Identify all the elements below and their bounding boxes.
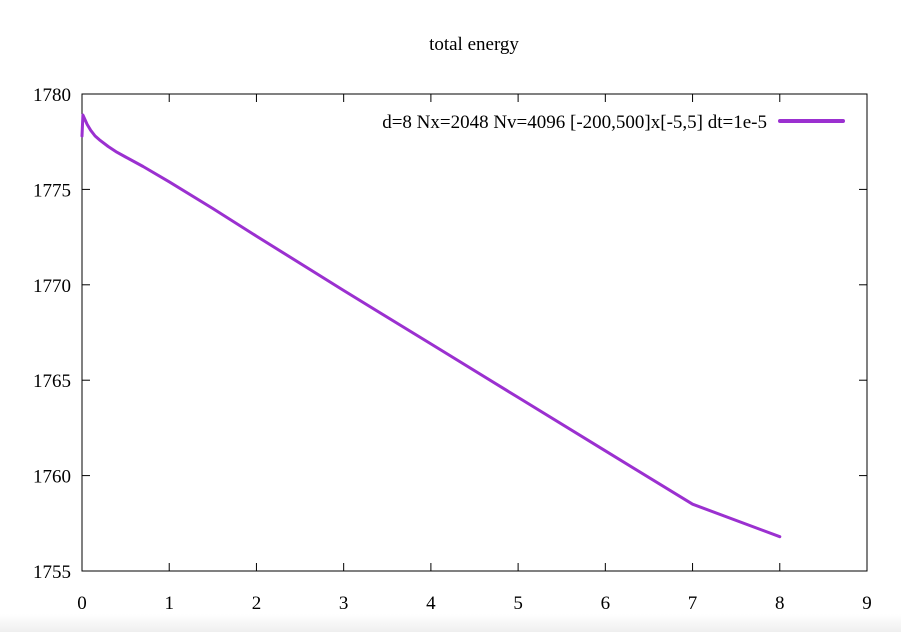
legend-label: d=8 Nx=2048 Nv=4096 [-200,500]x[-5,5] dt… <box>382 112 767 133</box>
x-tick-label-6: 6 <box>601 593 611 614</box>
y-tick-label-3: 1770 <box>33 276 71 297</box>
x-tick-label-8: 8 <box>775 593 785 614</box>
y-tick-label-5: 1780 <box>33 85 71 106</box>
legend: d=8 Nx=2048 Nv=4096 [-200,500]x[-5,5] dt… <box>382 112 845 133</box>
y-tick-label-0: 1755 <box>33 562 71 583</box>
bottom-shade <box>0 614 901 632</box>
x-tick-label-3: 3 <box>339 593 349 614</box>
x-tick-label-2: 2 <box>252 593 262 614</box>
x-tick-label-5: 5 <box>513 593 523 614</box>
x-tick-labels: 0 1 2 3 4 5 6 7 8 9 <box>77 593 872 614</box>
energy-chart: total energy 0 1 2 3 4 5 6 7 8 9 1755 1760 1765 1770… <box>33 34 872 614</box>
plot-frame <box>81 93 868 572</box>
y-tick-label-1: 1760 <box>33 467 71 488</box>
y-tick-label-4: 1775 <box>33 180 71 201</box>
y-tick-labels: 1755 1760 1765 1770 1775 1780 <box>33 85 71 583</box>
x-tick-label-7: 7 <box>688 593 698 614</box>
x-tick-label-9: 9 <box>862 593 872 614</box>
series-line-0 <box>80 113 782 539</box>
series-lines <box>80 113 782 539</box>
y-tick-label-2: 1765 <box>33 371 71 392</box>
x-tick-label-0: 0 <box>77 593 87 614</box>
chart-title: total energy <box>429 34 519 55</box>
axis-ticks <box>81 93 868 572</box>
x-tick-label-4: 4 <box>426 593 436 614</box>
x-tick-label-1: 1 <box>164 593 174 614</box>
